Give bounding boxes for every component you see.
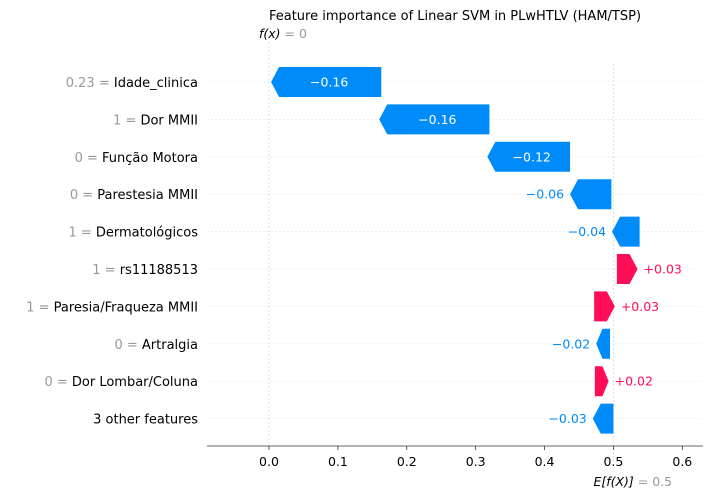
bar-6 xyxy=(594,291,615,322)
bar-value-label-1: −0.16 xyxy=(418,112,456,127)
feature-label-6: 1 = Paresia/Fraqueza MMII xyxy=(26,300,198,315)
bar-value-label-5: +0.03 xyxy=(644,262,682,277)
bar-0 xyxy=(271,67,382,97)
x-tick-label-0: 0.0 xyxy=(259,454,279,469)
chart-title: Feature importance of Linear SVM in PLwH… xyxy=(269,9,641,24)
x-tick-label-6: 0.6 xyxy=(672,454,692,469)
bar-7 xyxy=(596,328,610,359)
base-value-label: E[f(X)] = 0.5 xyxy=(593,474,672,489)
bar-value-label-8: +0.02 xyxy=(615,374,653,389)
bar-value-label-9: −0.03 xyxy=(548,411,586,426)
feature-label-4: 1 = Dermatológicos xyxy=(68,226,198,241)
feature-label-7: 0 = Artralgia xyxy=(114,338,198,353)
bar-1 xyxy=(379,104,490,135)
feature-label-1: 1 = Dor MMII xyxy=(113,113,198,128)
feature-label-2: 0 = Função Motora xyxy=(75,151,198,166)
bar-value-label-0: −0.16 xyxy=(310,75,348,90)
x-tick-label-4: 0.4 xyxy=(535,454,555,469)
x-tick-label-5: 0.5 xyxy=(603,454,623,469)
x-tick-label-1: 0.1 xyxy=(328,454,348,469)
bar-value-label-3: −0.06 xyxy=(526,187,564,202)
bar-value-label-7: −0.02 xyxy=(552,336,590,351)
bar-4 xyxy=(612,216,640,247)
bar-value-label-2: −0.12 xyxy=(513,149,551,164)
feature-label-0: 0.23 = Idade_clinica xyxy=(66,76,198,91)
feature-label-5: 1 = rs11188513 xyxy=(92,263,198,278)
bar-value-label-6: +0.03 xyxy=(621,299,659,314)
x-tick-label-2: 0.2 xyxy=(397,454,417,469)
feature-label-8: 0 = Dor Lombar/Coluna xyxy=(44,375,198,390)
x-tick-label-3: 0.3 xyxy=(466,454,486,469)
plot-area: −0.16 0.23 = Idade_clinica −0.16 1 = Dor MM… xyxy=(26,26,703,489)
bar-2 xyxy=(487,141,571,172)
bar-5 xyxy=(616,254,638,284)
feature-label-9: 3 other features xyxy=(93,413,198,428)
fx-label: f(x) = 0 xyxy=(259,26,307,41)
bar-3 xyxy=(570,179,612,210)
bar-9 xyxy=(592,403,614,434)
feature-label-3: 0 = Parestesia MMII xyxy=(70,188,198,203)
bar-8 xyxy=(594,366,609,397)
bar-value-label-4: −0.04 xyxy=(568,224,606,239)
